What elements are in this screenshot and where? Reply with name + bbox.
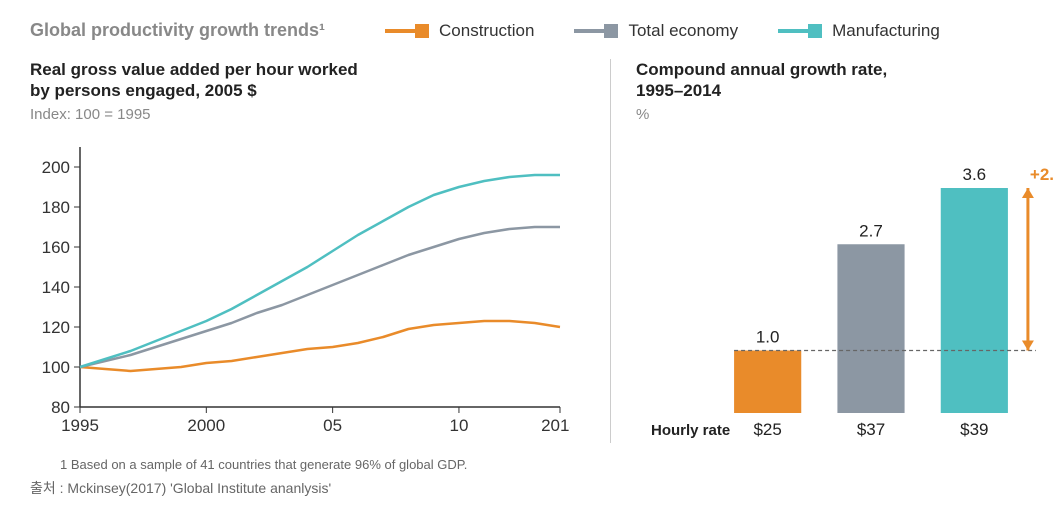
page-title: Global productivity growth trends¹ — [30, 20, 325, 41]
right-panel-title-line1: Compound annual growth rate, — [636, 59, 1010, 80]
legend-swatch-manufacturing-square — [808, 24, 822, 38]
svg-text:1.0: 1.0 — [756, 327, 780, 346]
source-citation: 출처 : Mckinsey(2017) 'Global Institute an… — [30, 478, 1024, 498]
svg-text:05: 05 — [323, 416, 342, 435]
footnote: 1 Based on a sample of 41 countries that… — [30, 457, 1024, 472]
svg-text:100: 100 — [42, 358, 70, 377]
svg-text:10: 10 — [449, 416, 468, 435]
svg-text:120: 120 — [42, 318, 70, 337]
svg-text:2000: 2000 — [187, 416, 225, 435]
legend-item-total-economy: Total economy — [574, 21, 738, 41]
svg-text:200: 200 — [42, 158, 70, 177]
svg-text:1995: 1995 — [61, 416, 99, 435]
line-chart-svg: 80 100 120 140 160 180 200 1995 2000 05 10 2014 — [30, 137, 570, 437]
right-panel-unit: % — [636, 106, 1010, 123]
svg-text:3.6: 3.6 — [963, 165, 987, 184]
svg-text:+2.6: +2.6 — [1030, 165, 1054, 184]
legend-item-construction: Construction — [385, 21, 534, 41]
svg-text:80: 80 — [51, 398, 70, 417]
left-panel-title-line1: Real gross value added per hour worked — [30, 59, 590, 80]
left-panel-subtitle: Index: 100 = 1995 — [30, 106, 590, 123]
svg-text:$25: $25 — [753, 420, 781, 439]
bar-chart-svg: 1.0 $25 2.7 $37 3.6 $39 +2.6 Hourly rate — [636, 133, 1054, 443]
legend: Construction Total economy Manufacturing — [385, 21, 940, 41]
svg-text:180: 180 — [42, 198, 70, 217]
legend-label-construction: Construction — [439, 21, 534, 41]
svg-text:Hourly rate: Hourly rate — [651, 422, 730, 439]
legend-swatch-construction-square — [415, 24, 429, 38]
svg-text:140: 140 — [42, 278, 70, 297]
left-panel-title-line2: by persons engaged, 2005 $ — [30, 80, 590, 101]
bar-chart: 1.0$252.7$373.6$39+2.6Hourly rate — [636, 133, 1006, 443]
line-chart: 80 100 120 140 160 180 200 1995 2000 05 10 2014 — [30, 137, 570, 437]
svg-text:2.7: 2.7 — [859, 221, 883, 240]
left-panel: Real gross value added per hour worked b… — [30, 59, 590, 443]
svg-text:160: 160 — [42, 238, 70, 257]
right-panel-title-line2: 1995–2014 — [636, 80, 1010, 101]
header: Global productivity growth trends¹ Const… — [30, 20, 1024, 41]
legend-item-manufacturing: Manufacturing — [778, 21, 940, 41]
legend-label-total-economy: Total economy — [628, 21, 738, 41]
chart-panels: Real gross value added per hour worked b… — [30, 59, 1024, 443]
legend-swatch-total-square — [604, 24, 618, 38]
right-panel: Compound annual growth rate, 1995–2014 %… — [610, 59, 1010, 443]
legend-label-manufacturing: Manufacturing — [832, 21, 940, 41]
svg-text:$37: $37 — [857, 420, 885, 439]
svg-text:2014: 2014 — [541, 416, 570, 435]
svg-text:$39: $39 — [960, 420, 988, 439]
